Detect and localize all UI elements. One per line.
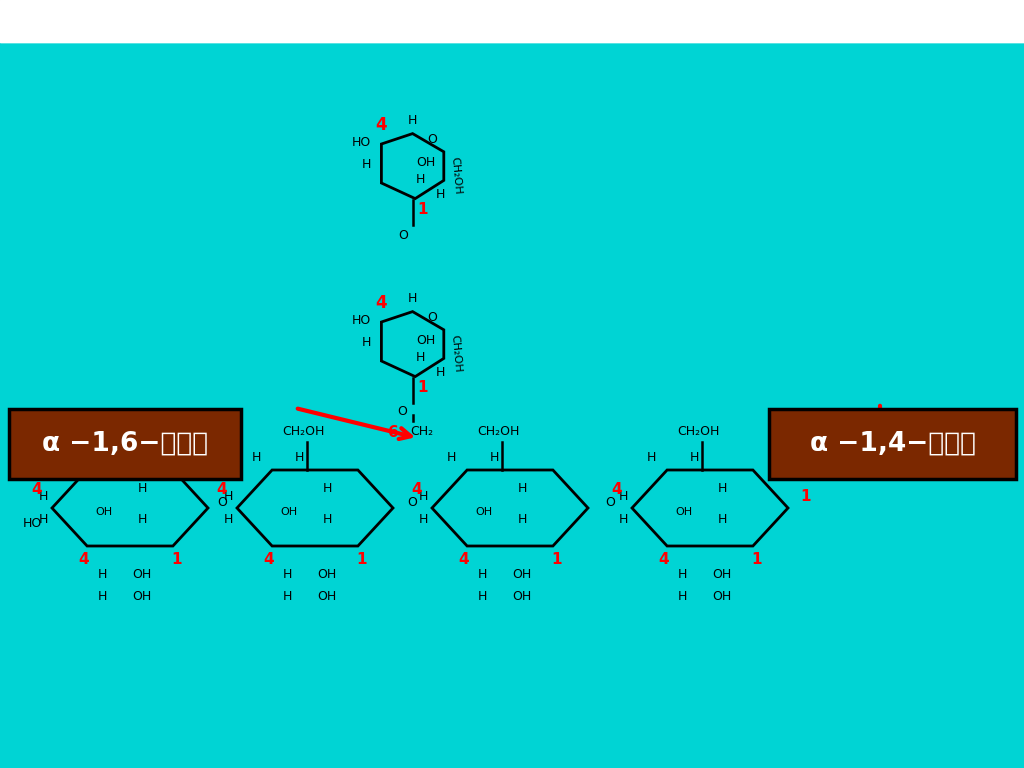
Text: H: H: [110, 451, 119, 464]
Text: α −1,4−糖苷键: α −1,4−糖苷键: [810, 431, 976, 457]
Text: OH: OH: [675, 507, 692, 517]
Text: O: O: [217, 495, 227, 508]
Text: 4: 4: [412, 482, 422, 496]
Text: OH: OH: [317, 590, 336, 603]
Text: OH: OH: [317, 568, 336, 581]
Text: 4: 4: [657, 552, 669, 567]
Text: H: H: [408, 114, 418, 127]
Text: H: H: [67, 451, 76, 464]
Text: 1: 1: [800, 489, 811, 504]
Text: H: H: [39, 513, 48, 526]
Text: O: O: [427, 134, 437, 147]
Text: OH: OH: [416, 334, 435, 346]
Text: H: H: [419, 490, 428, 503]
Text: CH₂OH: CH₂OH: [450, 157, 463, 195]
Text: 1: 1: [172, 552, 182, 567]
Text: 1: 1: [752, 552, 762, 567]
Text: H: H: [138, 513, 147, 526]
Text: OH: OH: [475, 507, 492, 517]
Text: 1: 1: [356, 552, 367, 567]
Text: H: H: [718, 482, 727, 495]
Text: H: H: [361, 158, 371, 171]
Text: O: O: [397, 405, 408, 418]
Bar: [0, 0, 1024, 42]
Text: O: O: [427, 311, 437, 324]
Text: H: H: [323, 482, 332, 495]
Text: H: H: [138, 482, 147, 495]
Text: H: H: [98, 568, 108, 581]
Text: O: O: [605, 495, 615, 508]
Text: 4: 4: [376, 116, 387, 134]
Text: 6: 6: [388, 425, 398, 440]
Text: O: O: [408, 495, 418, 508]
Text: H: H: [446, 451, 456, 464]
Text: H: H: [323, 513, 332, 526]
Text: H: H: [98, 590, 108, 603]
Text: H: H: [295, 451, 304, 464]
Text: 4: 4: [78, 552, 88, 567]
Text: 1: 1: [418, 202, 428, 217]
Text: OH: OH: [512, 590, 531, 603]
Text: H: H: [718, 513, 727, 526]
Text: 4: 4: [611, 482, 622, 496]
Text: H: H: [518, 482, 527, 495]
Text: HO: HO: [23, 517, 42, 530]
Text: CH₂OH: CH₂OH: [450, 335, 463, 373]
Text: H: H: [436, 188, 445, 201]
Text: H: H: [416, 173, 426, 186]
Text: H: H: [618, 513, 628, 526]
Text: H: H: [408, 293, 418, 306]
Text: H: H: [678, 568, 687, 581]
Text: H: H: [436, 366, 445, 379]
Text: H: H: [478, 590, 487, 603]
Text: 4: 4: [458, 552, 469, 567]
Text: CH₂OH: CH₂OH: [283, 425, 325, 438]
Text: CH₂OH: CH₂OH: [97, 425, 139, 438]
Text: H: H: [489, 451, 499, 464]
Text: CH₂OH: CH₂OH: [677, 425, 720, 438]
Text: CH₂OH: CH₂OH: [477, 425, 519, 438]
Text: H: H: [361, 336, 371, 349]
FancyBboxPatch shape: [9, 409, 241, 479]
Text: OH: OH: [132, 568, 152, 581]
Text: H: H: [416, 351, 426, 364]
Text: H: H: [283, 590, 293, 603]
Text: H: H: [223, 490, 233, 503]
Text: 1: 1: [418, 380, 428, 396]
Text: OH: OH: [712, 568, 731, 581]
Text: H: H: [39, 490, 48, 503]
Text: H: H: [647, 451, 656, 464]
Text: HO: HO: [352, 137, 371, 150]
Text: CH₂: CH₂: [411, 425, 434, 438]
Text: H: H: [252, 451, 261, 464]
Text: OH: OH: [512, 568, 531, 581]
Bar: [0, 0, 1024, 42]
Text: H: H: [419, 513, 428, 526]
FancyBboxPatch shape: [769, 409, 1016, 479]
Text: OH: OH: [95, 507, 112, 517]
Text: α −1,6−糖苷键: α −1,6−糖苷键: [42, 431, 208, 457]
Text: 4: 4: [216, 482, 227, 496]
Text: O: O: [398, 229, 409, 242]
Text: 1: 1: [552, 552, 562, 567]
Text: OH: OH: [712, 590, 731, 603]
Text: H: H: [618, 490, 628, 503]
Text: HO: HO: [352, 314, 371, 327]
Text: H: H: [223, 513, 233, 526]
Text: H: H: [518, 513, 527, 526]
Text: H: H: [678, 590, 687, 603]
Text: 4: 4: [376, 293, 387, 312]
Text: OH: OH: [280, 507, 297, 517]
Text: 4: 4: [263, 552, 273, 567]
Text: H: H: [283, 568, 293, 581]
Text: H: H: [478, 568, 487, 581]
Text: 4: 4: [32, 482, 42, 496]
Text: H: H: [690, 451, 699, 464]
Text: OH: OH: [416, 156, 435, 169]
Text: OH: OH: [132, 590, 152, 603]
